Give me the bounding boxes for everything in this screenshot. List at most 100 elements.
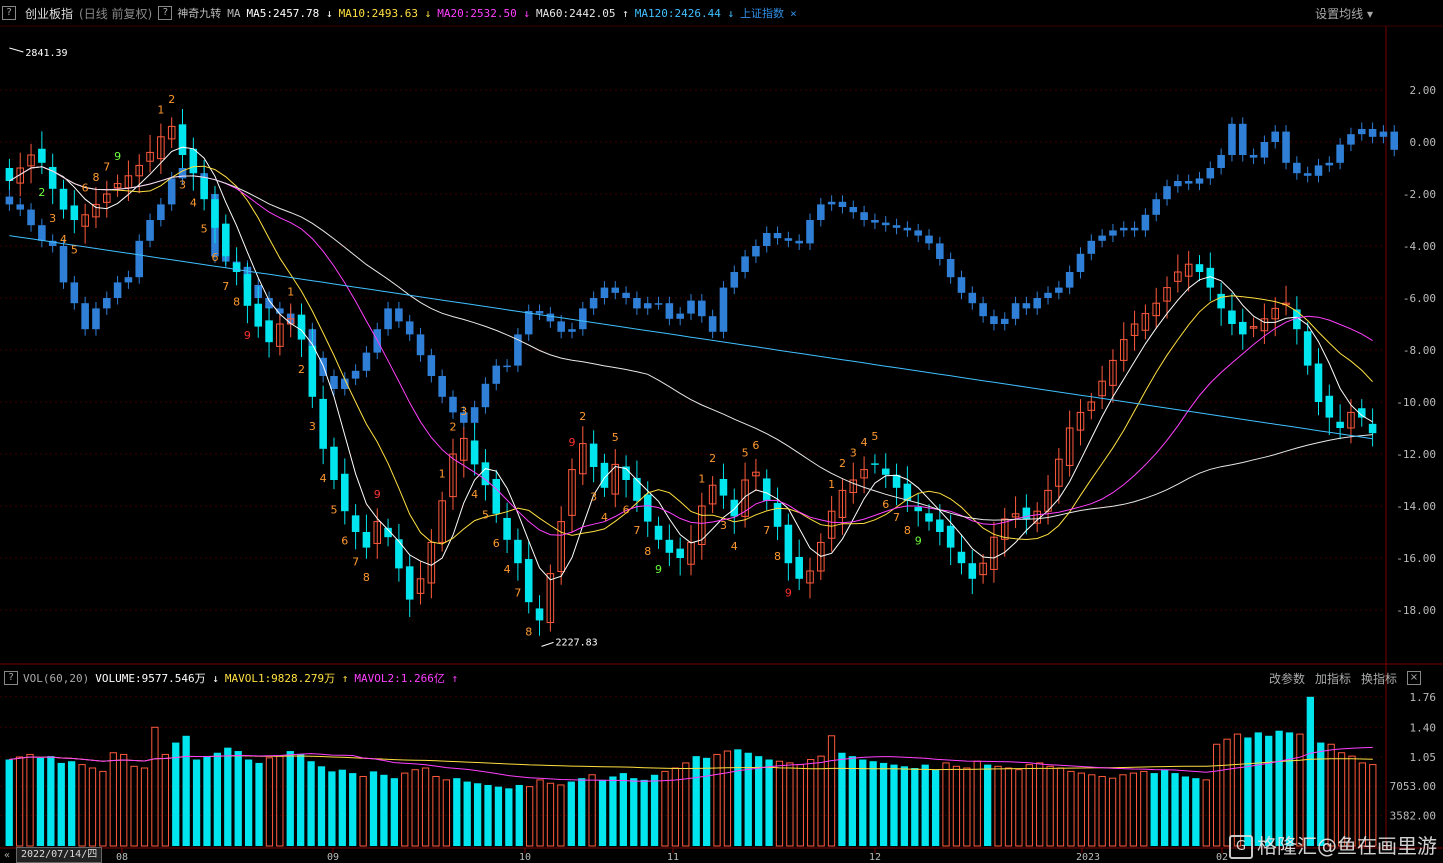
low-marker-arrow: [541, 641, 554, 647]
compare-candle: [611, 287, 620, 293]
add-indicator-button[interactable]: 加指标: [1314, 671, 1351, 686]
candle-up: [1271, 307, 1280, 320]
volume-bar-down: [338, 769, 346, 846]
candle-down: [903, 483, 912, 501]
compare-candle: [92, 308, 100, 330]
compare-candle: [330, 376, 338, 389]
candle-up: [16, 167, 25, 184]
candle-up: [979, 562, 987, 576]
volume-bar-down: [640, 779, 648, 846]
price-axis-tick: -4.00: [1403, 240, 1436, 253]
change-params-button[interactable]: 改参数: [1268, 671, 1305, 686]
compare-candle: [1206, 168, 1215, 179]
close-icon[interactable]: ×: [1407, 671, 1421, 685]
switch-indicator-button[interactable]: 换指标: [1360, 671, 1397, 686]
volume-bar-up: [1056, 767, 1065, 847]
volume-bar-up: [401, 772, 409, 847]
volume-bar-down: [286, 751, 294, 846]
compare-index-link[interactable]: 上证指数: [740, 7, 785, 20]
candle-down: [330, 446, 338, 480]
volume-bar-up: [723, 750, 732, 847]
candle-down: [470, 440, 479, 465]
compare-candle: [1130, 227, 1139, 231]
compare-candle: [276, 308, 284, 314]
compare-candle: [427, 355, 436, 376]
time-axis-label: 02: [1216, 852, 1228, 863]
volume-bar-up: [161, 753, 169, 847]
candle-down: [795, 556, 803, 579]
volume-bar-down: [453, 778, 461, 846]
candle-down: [232, 262, 241, 272]
volume-indicator-name: VOL(60,20): [23, 671, 90, 685]
ma120-line: [9, 235, 1373, 440]
candle-down: [1303, 331, 1312, 366]
candle-up: [579, 443, 587, 475]
nine-turn-label: 3: [850, 447, 857, 460]
compare-candle: [124, 277, 133, 283]
price-axis-tick: -2.00: [1403, 188, 1436, 201]
candle-down: [384, 527, 392, 538]
nine-turn-label: 9: [114, 150, 121, 163]
volume-help-icon[interactable]: ?: [4, 671, 18, 685]
volume-bar-down: [838, 752, 846, 846]
help-icon[interactable]: ?: [2, 6, 16, 20]
volume-bar-up: [546, 782, 555, 847]
time-axis-label: 2023: [1076, 852, 1100, 863]
compare-candle: [265, 298, 273, 309]
nine-turn-label: 8: [525, 626, 532, 639]
candle-down: [925, 513, 933, 522]
volume-bar-up: [1004, 767, 1013, 847]
compare-candle: [492, 365, 501, 384]
candle-down: [1368, 423, 1377, 434]
candle-up: [1076, 411, 1085, 431]
ma-legend-item-arrow-0: ↓: [325, 6, 333, 20]
volume-bar-down: [734, 749, 742, 846]
volume-bar-up: [1327, 743, 1335, 847]
compare-candle: [1260, 142, 1269, 158]
candle-down: [200, 177, 208, 200]
volume-bar-down: [182, 735, 190, 846]
volume-bar-down: [859, 759, 867, 846]
compare-candle: [470, 407, 479, 423]
candle-up: [1000, 518, 1009, 540]
candle-down: [70, 205, 79, 220]
volume-bar-down: [255, 762, 263, 846]
volume-bar-up: [526, 786, 534, 847]
nine-turn-label: 1: [439, 467, 446, 480]
candle-down: [1357, 408, 1366, 418]
nine-turn-label: 2: [839, 457, 846, 470]
volume-bar-down: [702, 757, 711, 846]
compare-candle: [633, 298, 641, 309]
compare-candle: [1087, 240, 1096, 254]
compare-candle: [38, 225, 46, 241]
compare-candle: [784, 238, 793, 241]
candle-up: [1184, 263, 1193, 277]
candle-down: [914, 507, 922, 512]
volume-bar-down: [578, 778, 586, 846]
price-axis-tick: -18.00: [1396, 604, 1436, 617]
nine-turn-label: 4: [504, 563, 511, 576]
candle-down: [243, 274, 252, 306]
candle-up: [1011, 513, 1020, 518]
compare-candle: [178, 168, 187, 179]
indicator-help-icon[interactable]: ?: [158, 6, 173, 20]
ma-settings-button[interactable]: 设置均线 ▾: [1315, 5, 1373, 22]
compare-candle: [167, 178, 176, 205]
scroll-left-icon[interactable]: «: [3, 850, 11, 861]
candle-down: [968, 563, 977, 579]
compare-candle: [102, 298, 111, 309]
candle-up: [1347, 411, 1355, 429]
time-axis-label: 10: [519, 852, 531, 863]
compare-candle: [806, 220, 814, 244]
candle-up: [1260, 318, 1269, 332]
compare-close-icon[interactable]: ×: [790, 6, 797, 20]
compare-candle: [881, 222, 890, 226]
volume-bar-down: [1317, 742, 1325, 846]
compare-candle: [524, 311, 533, 335]
price-axis-tick: -14.00: [1396, 500, 1436, 513]
ma-legend-item-1: MA10:2493.63 ↓: [338, 6, 432, 20]
nine-turn-label: 7: [103, 161, 110, 174]
candle-down: [654, 525, 663, 540]
volume-bar-down: [931, 769, 940, 846]
